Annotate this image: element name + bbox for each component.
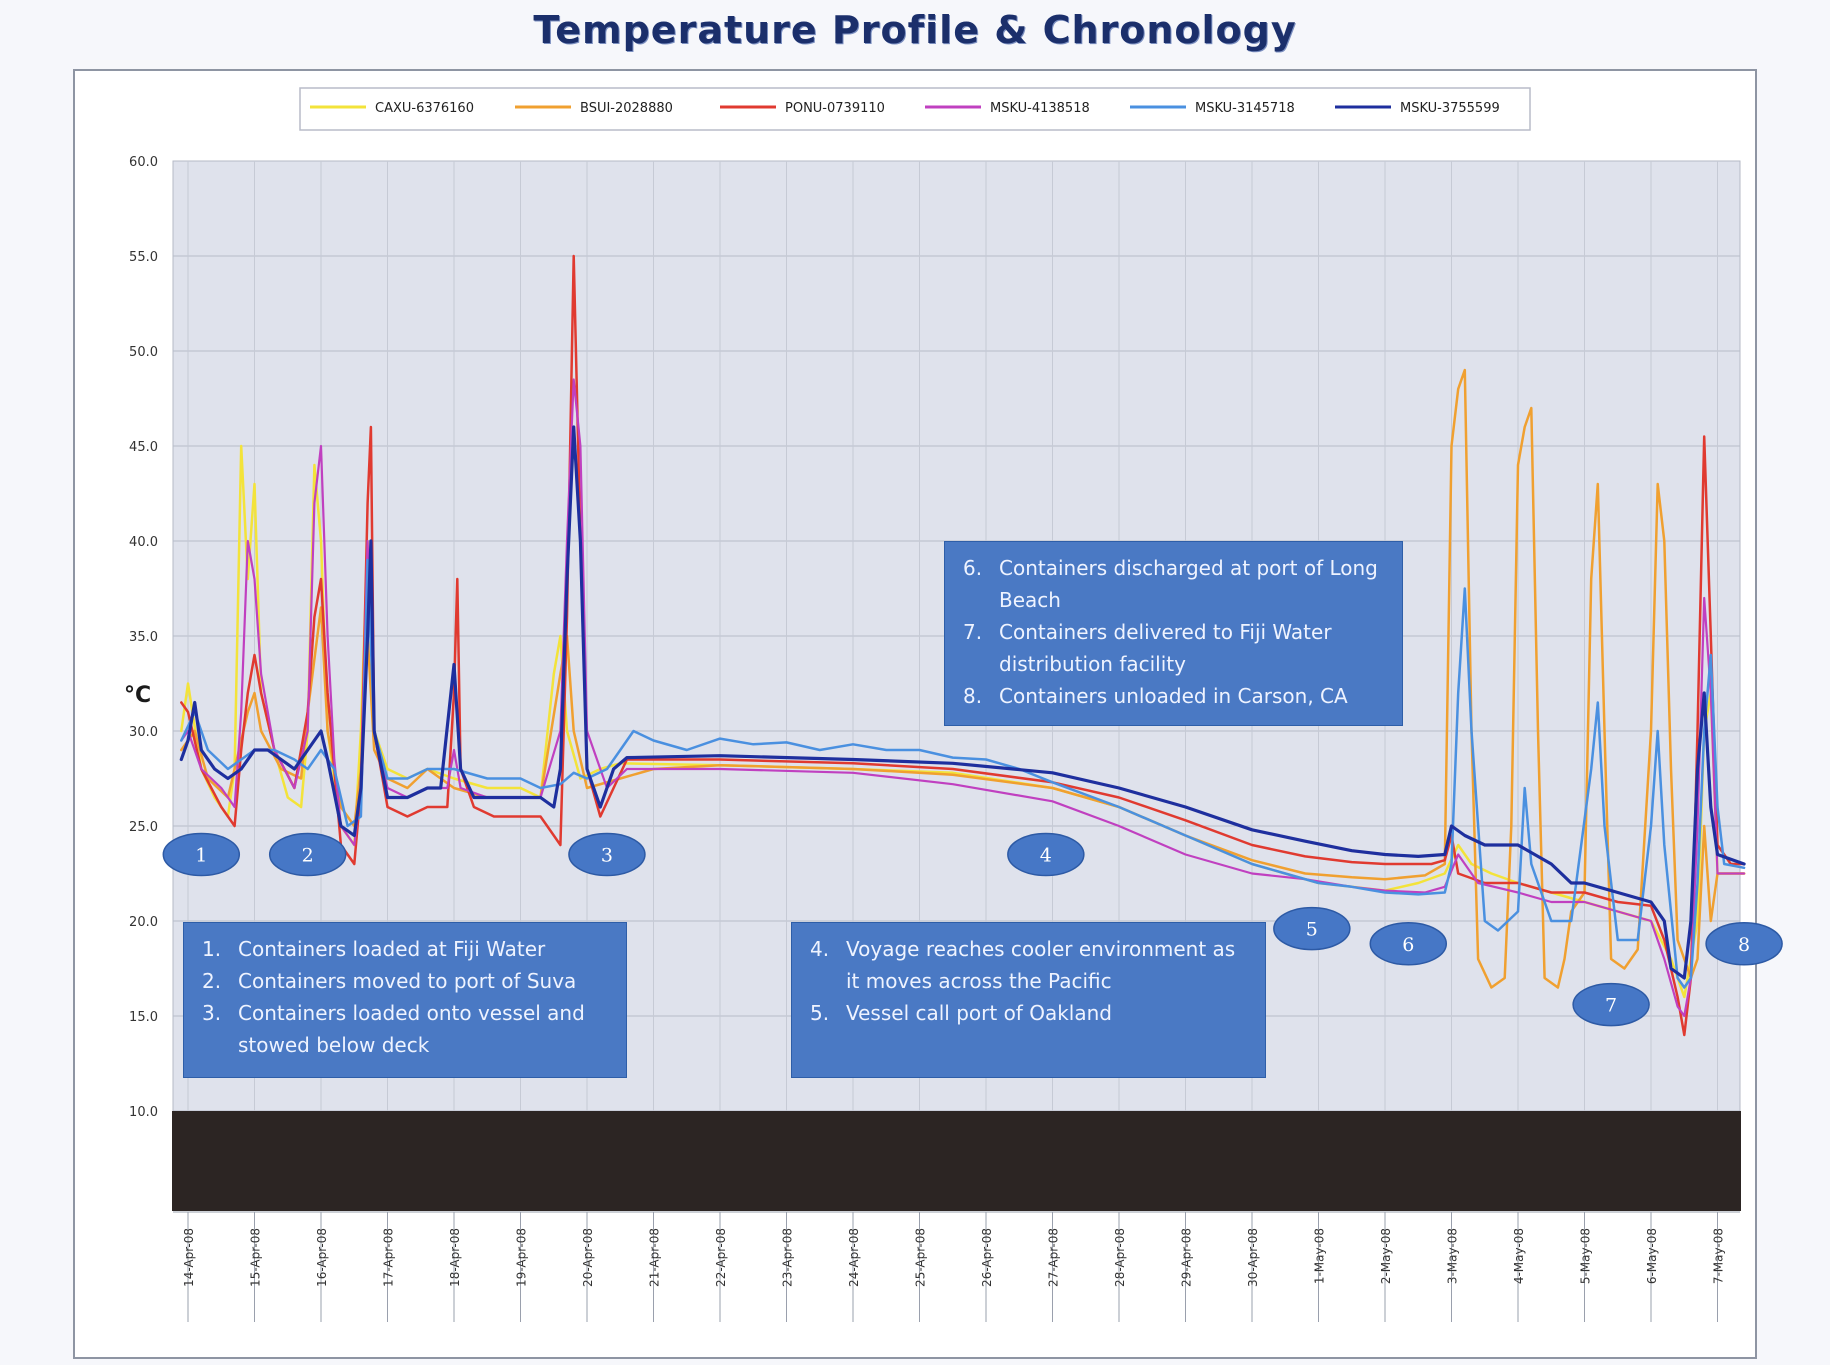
redacted-band	[172, 1111, 1741, 1211]
x-tick-label: 28-Apr-08	[1113, 1228, 1127, 1287]
x-tick-label: 23-Apr-08	[781, 1228, 795, 1287]
y-tick-label: 50.0	[129, 345, 158, 360]
note-box-loading: 1. Containers loaded at Fiji Water 2. Cont…	[183, 922, 627, 1078]
y-axis: 10.0 15.0 20.0 25.0 30.0 35.0 40.0 45.0 50.0 55.0…	[129, 155, 158, 1120]
x-tick-label: 29-Apr-08	[1180, 1228, 1194, 1287]
legend-label: MSKU-3755599	[1400, 101, 1500, 116]
note-item: 2. Containers moved to port of Suva	[202, 969, 577, 993]
note-item: 7. Containers delivered to Fiji Water dis…	[963, 620, 1332, 676]
x-tick-label: 24-Apr-08	[847, 1228, 861, 1287]
x-tick-label: 5-May-08	[1579, 1228, 1593, 1284]
x-tick-label: 7-May-08	[1712, 1228, 1726, 1284]
y-tick-label: 20.0	[129, 915, 158, 930]
x-tick-label: 22-Apr-08	[714, 1228, 728, 1287]
series-lines	[179, 254, 1746, 1037]
legend-label: MSKU-3145718	[1195, 101, 1295, 116]
y-tick-label: 60.0	[129, 155, 158, 170]
event-marker-label: 5	[1306, 919, 1318, 941]
event-marker-label: 6	[1402, 934, 1414, 956]
series-line	[180, 254, 1746, 1037]
note-item: 1. Containers loaded at Fiji Water	[202, 937, 546, 961]
x-tick-label: 19-Apr-08	[515, 1228, 529, 1287]
legend-label: CAXU-6376160	[375, 101, 474, 116]
event-marker	[1705, 922, 1783, 966]
x-tick-label: 30-Apr-08	[1246, 1228, 1260, 1287]
y-tick-label: 25.0	[129, 820, 158, 835]
note-box-voyage: 4. Voyage reaches cooler environment as i…	[791, 922, 1266, 1078]
note-item: 8. Containers unloaded in Carson, CA	[963, 684, 1348, 708]
event-marker-label: 2	[302, 845, 314, 867]
x-tick-label: 1-May-08	[1313, 1228, 1327, 1284]
x-tick-label: 20-Apr-08	[581, 1228, 595, 1287]
x-tick-label: 26-Apr-08	[980, 1228, 994, 1287]
event-marker	[268, 832, 347, 877]
event-marker	[1273, 906, 1351, 951]
x-tick-label: 18-Apr-08	[448, 1228, 462, 1287]
y-tick-label: 35.0	[129, 630, 158, 645]
legend: CAXU-6376160 BSUI-2028880 PONU-0739110 MSKU…	[310, 101, 1500, 116]
event-marker-label: 1	[195, 845, 207, 867]
event-marker-label: 4	[1040, 845, 1052, 867]
x-tick-label: 15-Apr-08	[249, 1228, 263, 1287]
legend-label: MSKU-4138518	[990, 101, 1090, 116]
x-tick-label: 3-May-08	[1446, 1228, 1460, 1284]
x-axis: 14-Apr-08 15-Apr-08 16-Apr-08 17-Apr-08 18-A…	[173, 1211, 1740, 1322]
x-tick-label: 2-May-08	[1379, 1228, 1393, 1284]
x-tick-label: 25-Apr-08	[914, 1228, 928, 1287]
note-item: 4. Voyage reaches cooler environment as i…	[810, 937, 1236, 993]
x-tick-label: 4-May-08	[1512, 1228, 1526, 1284]
x-tick-label: 27-Apr-08	[1047, 1228, 1061, 1287]
series-line	[179, 425, 1746, 980]
page-title: Temperature Profile & Chronology	[533, 8, 1297, 52]
y-tick-label: 10.0	[129, 1105, 158, 1120]
series-line	[180, 378, 1746, 1018]
y-tick-label: 55.0	[129, 250, 158, 265]
event-marker-label: 3	[601, 845, 613, 867]
event-marker	[1007, 832, 1085, 877]
y-axis-label: °C	[124, 683, 151, 708]
event-marker	[1369, 922, 1448, 966]
note-box-delivery: 6. Containers discharged at port of Long …	[944, 541, 1403, 726]
series-line	[180, 558, 1746, 989]
note-item: 3. Containers loaded onto vessel and stow…	[202, 1001, 585, 1057]
event-markers: 1 2 3 4 5 6 7 8	[162, 832, 1783, 1027]
event-marker-label: 7	[1605, 995, 1617, 1017]
y-tick-label: 40.0	[129, 535, 158, 550]
event-marker	[568, 832, 646, 877]
event-marker	[162, 832, 241, 877]
legend-label: BSUI-2028880	[580, 101, 673, 116]
y-tick-label: 30.0	[129, 725, 158, 740]
note-item: 5. Vessel call port of Oakland	[810, 1001, 1112, 1025]
legend-box	[299, 87, 1531, 131]
note-item: 6. Containers discharged at port of Long …	[963, 556, 1378, 612]
x-tick-label: 21-Apr-08	[648, 1228, 662, 1287]
event-marker-label: 8	[1738, 934, 1750, 956]
y-tick-label: 45.0	[129, 440, 158, 455]
event-marker	[1572, 982, 1650, 1027]
x-tick-label: 14-Apr-08	[182, 1228, 196, 1287]
x-tick-label: 6-May-08	[1645, 1228, 1659, 1284]
x-tick-label: 17-Apr-08	[382, 1228, 396, 1287]
x-tick-label: 16-Apr-08	[315, 1228, 329, 1287]
y-tick-label: 15.0	[129, 1010, 158, 1025]
legend-label: PONU-0739110	[785, 101, 885, 116]
